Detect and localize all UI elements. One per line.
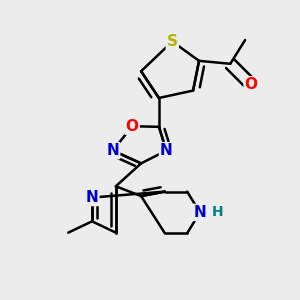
Text: N: N	[194, 205, 206, 220]
Text: N: N	[106, 143, 119, 158]
Text: N: N	[86, 190, 98, 205]
Text: H: H	[212, 206, 223, 219]
Text: S: S	[167, 34, 178, 49]
Text: O: O	[126, 119, 139, 134]
Text: N: N	[160, 143, 173, 158]
Text: O: O	[244, 77, 258, 92]
